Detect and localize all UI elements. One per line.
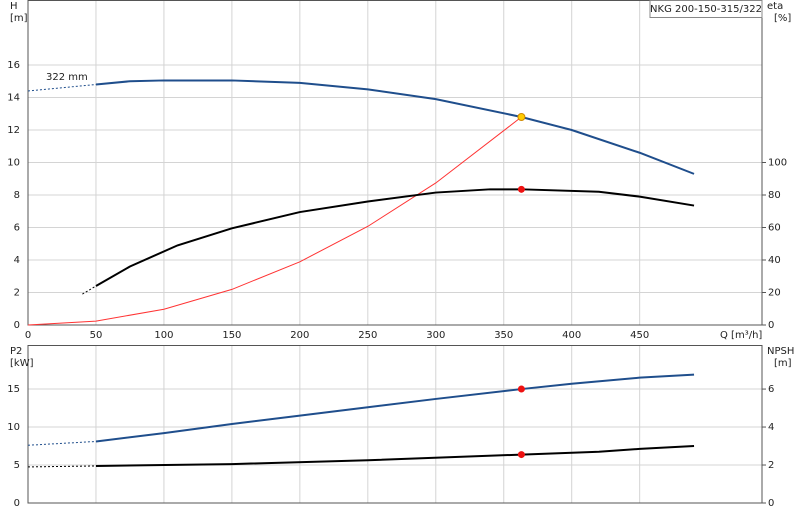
y2-tick-label: 80: [768, 190, 781, 201]
y-tick-label: 4: [14, 255, 20, 266]
y2-axis-unit: [m]: [774, 358, 792, 369]
y2-tick-label: 60: [768, 223, 781, 234]
y-tick-label: 15: [7, 384, 20, 395]
curve: [95, 188, 695, 287]
curve: [95, 445, 695, 467]
y-tick-label: 2: [14, 288, 20, 299]
x-tick-label: 100: [154, 330, 173, 341]
y-tick-label: 16: [7, 60, 20, 71]
x-tick-label: 400: [562, 330, 581, 341]
y2-tick-label: 0: [768, 320, 774, 331]
duty-point: [517, 185, 525, 193]
x-tick-label: 450: [630, 330, 649, 341]
duty-point: [517, 113, 526, 121]
plot-frame: [27, 0, 763, 326]
x-tick-label: 0: [25, 330, 31, 341]
y2-tick-label: 0: [768, 498, 774, 509]
x-tick-label: 250: [358, 330, 377, 341]
y-tick-label: 12: [7, 125, 20, 136]
curve: [82, 285, 97, 295]
y-tick-label: 0: [14, 498, 20, 509]
y2-tick-label: 6: [768, 384, 774, 395]
plot-frame: [27, 345, 763, 504]
y2-axis-label: eta: [767, 1, 783, 12]
curve: [27, 84, 97, 92]
y2-tick-label: 4: [768, 422, 774, 433]
y-tick-label: 10: [7, 422, 20, 433]
y-tick-label: 8: [14, 190, 20, 201]
y-tick-label: 6: [14, 223, 20, 234]
x-tick-label: 150: [222, 330, 241, 341]
y-tick-label: 0: [14, 320, 20, 331]
x-tick-label: 50: [90, 330, 103, 341]
x-axis-label: Q [m³/h]: [720, 330, 762, 341]
y-axis-unit: [m]: [10, 13, 28, 24]
curve: [95, 79, 695, 175]
chart-title: NKG 200-150-315/322: [650, 4, 762, 15]
y2-tick-label: 20: [768, 288, 781, 299]
duty-point: [517, 385, 525, 393]
y2-tick-label: 2: [768, 460, 774, 471]
y-tick-label: 5: [14, 460, 20, 471]
curve: [95, 373, 695, 443]
y-axis-unit: [kW]: [10, 358, 34, 369]
x-tick-label: 200: [290, 330, 309, 341]
duty-point: [517, 451, 525, 459]
x-tick-label: 350: [494, 330, 513, 341]
curve: [27, 116, 522, 326]
y2-axis-unit: [%]: [774, 13, 791, 24]
y-tick-label: 14: [7, 93, 20, 104]
y-axis-label: P2: [10, 346, 22, 357]
title-box: [649, 0, 763, 18]
y2-tick-label: 40: [768, 255, 781, 266]
y-axis-label: H: [10, 1, 18, 12]
y2-axis-label: NPSH: [767, 346, 794, 357]
y-tick-label: 10: [7, 158, 20, 169]
x-tick-label: 300: [426, 330, 445, 341]
annotation: 322 mm: [46, 72, 88, 83]
y2-tick-label: 100: [768, 158, 787, 169]
curve: [27, 440, 96, 446]
curve: [27, 465, 96, 468]
